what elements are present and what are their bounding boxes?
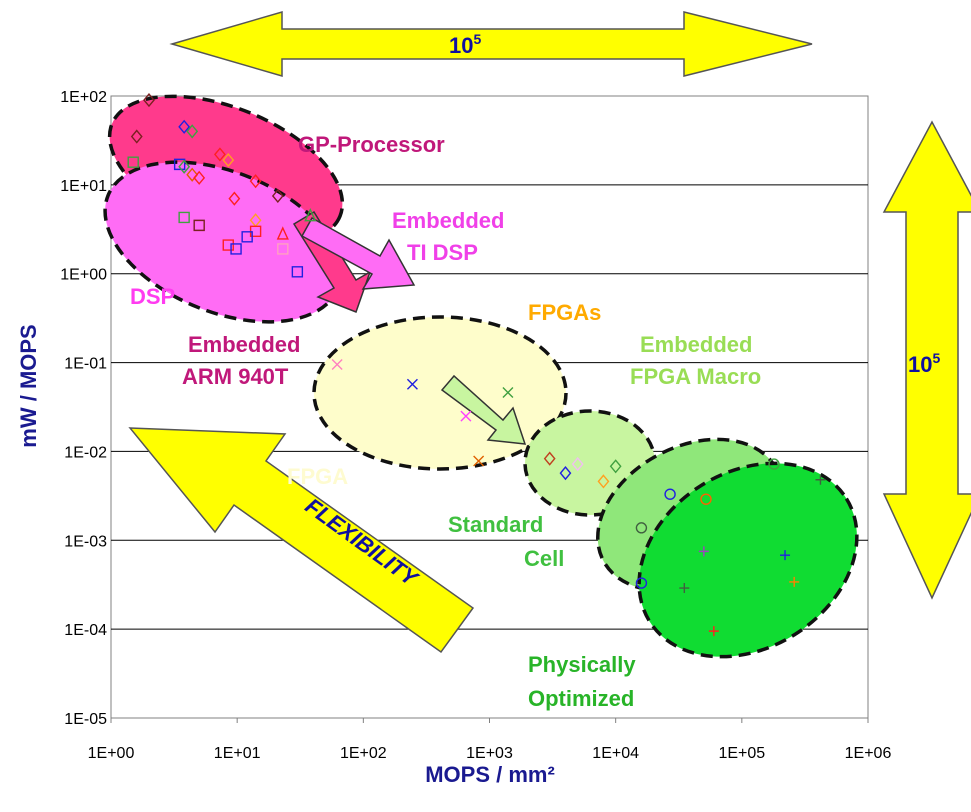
data-point (789, 576, 800, 587)
data-point (679, 583, 690, 594)
data-point (186, 167, 199, 182)
label-embedded-fpga-macro-2: FPGA Macro (630, 364, 761, 389)
label-dsp: DSP (130, 284, 175, 309)
x-tick-label: 1E+02 (340, 745, 387, 762)
data-point (228, 191, 241, 206)
data-point (186, 124, 199, 139)
y-tick-label: 1E-04 (64, 622, 107, 639)
data-point (130, 129, 143, 144)
x-tick-label: 1E+03 (466, 745, 513, 762)
label-embedded-arm-2: ARM 940T (182, 364, 289, 389)
data-point (700, 493, 712, 505)
x-tick-label: 1E+01 (214, 745, 261, 762)
data-point (609, 459, 622, 474)
trend-arrow-ti (300, 216, 416, 290)
data-point (222, 152, 235, 168)
data-point (597, 474, 610, 489)
data-point (559, 466, 572, 481)
x-axis-label: MOPS / mm² (425, 762, 555, 787)
data-point (460, 410, 472, 422)
data-point (768, 458, 780, 470)
label-embedded-arm-1: Embedded (188, 332, 300, 357)
data-point (406, 378, 418, 390)
label-embedded-ti-2: TI DSP (407, 240, 478, 265)
x-tick-label: 1E+06 (845, 745, 892, 762)
data-point (178, 211, 190, 224)
label-embedded-fpga-macro-1: Embedded (640, 332, 752, 357)
data-point (502, 387, 514, 399)
y-tick-label: 1E+02 (60, 89, 107, 106)
y-tick-label: 1E-03 (64, 533, 107, 550)
label-fpgas: FPGAs (528, 300, 601, 325)
data-point (473, 455, 485, 467)
region-physically-optimized (637, 461, 859, 659)
data-point (664, 488, 676, 500)
data-point (815, 474, 826, 485)
label-physically-optimized-2: Optimized (528, 686, 634, 711)
data-point (241, 231, 253, 243)
data-point (214, 147, 226, 162)
data-point (543, 451, 556, 466)
trend-arrow-fpga (440, 374, 527, 445)
y-tick-labels: 1E+02 1E+01 1E+00 1E-01 1E-02 1E-03 1E-04 1E-05 (60, 89, 107, 728)
data-point (304, 207, 317, 222)
data-point (331, 359, 343, 371)
data-point (178, 159, 191, 174)
label-standard-cell-1: Standard (448, 512, 543, 537)
range-top-label: 105 (449, 31, 481, 58)
data-points (127, 92, 826, 637)
data-point (698, 546, 709, 557)
x-tick-labels: 1E+00 1E+01 1E+02 1E+03 1E+04 1E+05 1E+06 (88, 718, 892, 762)
data-point (277, 243, 289, 255)
data-point (708, 626, 719, 637)
data-point (635, 577, 648, 589)
data-point (173, 158, 186, 171)
data-point (193, 219, 205, 232)
data-point (249, 225, 262, 238)
y-tick-label: 1E+00 (60, 267, 107, 284)
y-tick-label: 1E-02 (64, 444, 107, 461)
label-physically-optimized-1: Physically (528, 652, 636, 677)
data-point (143, 92, 155, 108)
y-tick-label: 1E-05 (64, 711, 107, 728)
data-point (222, 239, 234, 251)
range-arrow-right (882, 120, 971, 600)
data-point (635, 522, 648, 534)
x-tick-label: 1E+05 (718, 745, 765, 762)
data-point (291, 266, 304, 278)
x-tick-label: 1E+00 (88, 745, 135, 762)
range-arrow-top (169, 11, 813, 77)
data-point (230, 243, 242, 255)
data-point (193, 170, 206, 185)
label-embedded-ti-1: Embedded (392, 208, 504, 233)
x-tick-label: 1E+04 (592, 745, 639, 762)
y-tick-label: 1E-01 (64, 356, 107, 373)
data-point (127, 156, 139, 168)
label-fpga-faded: FPGA (287, 464, 348, 489)
data-point (271, 188, 284, 204)
data-point (780, 550, 791, 561)
y-axis-label: mW / MOPS (16, 324, 41, 447)
y-tick-label: 1E+01 (60, 178, 107, 195)
range-right-label: 105 (908, 350, 940, 377)
data-point (249, 174, 262, 189)
label-gp-processor: GP-Processor (298, 132, 445, 157)
data-point (276, 226, 289, 240)
label-standard-cell-2: Cell (524, 546, 564, 571)
data-point (178, 119, 191, 134)
data-point (571, 457, 584, 472)
